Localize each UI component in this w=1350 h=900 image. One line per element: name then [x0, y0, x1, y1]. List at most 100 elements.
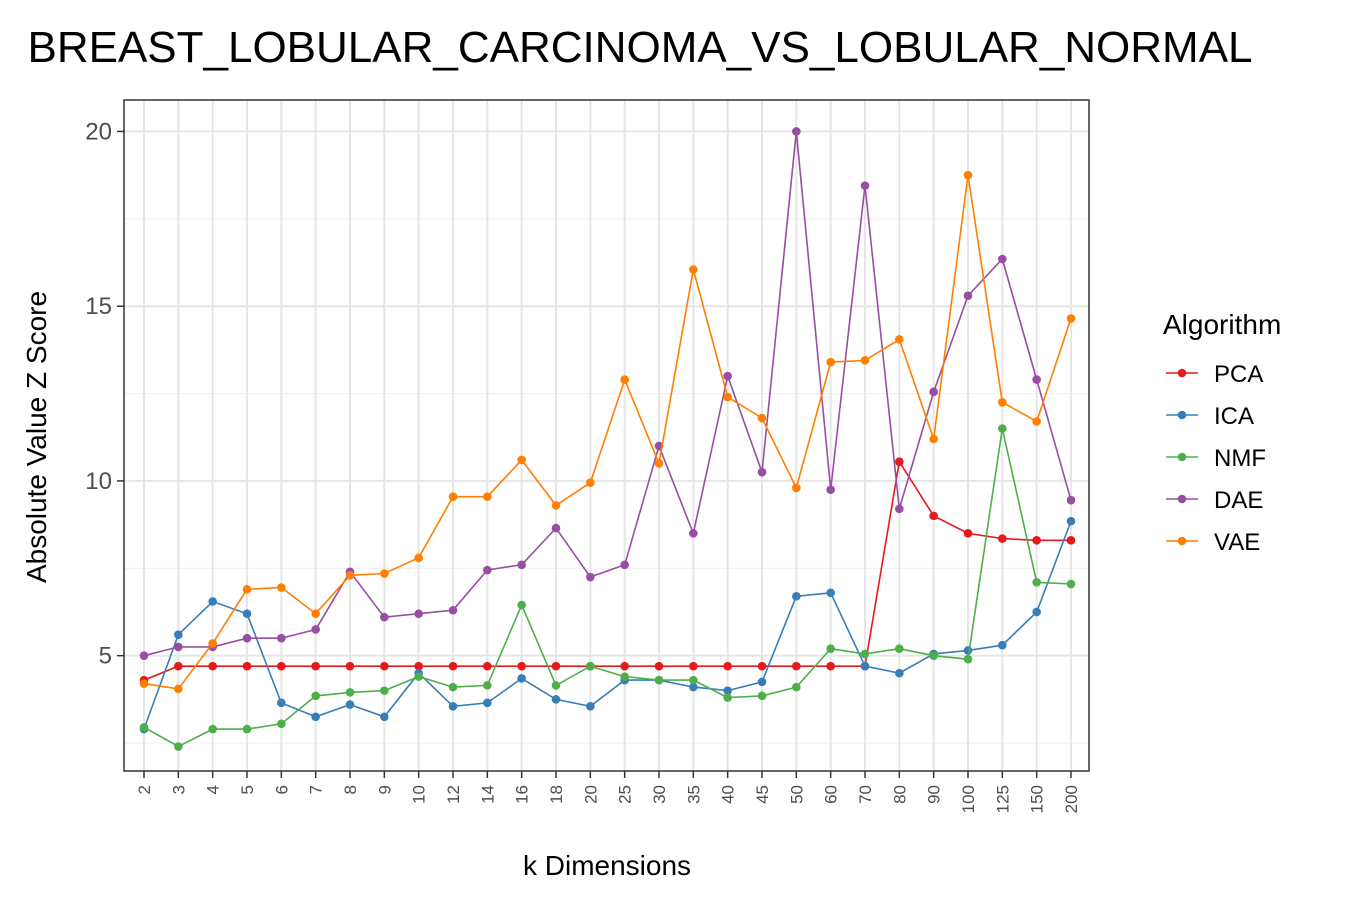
data-point-dae	[689, 529, 698, 538]
legend-title: Algorithm	[1163, 309, 1281, 340]
data-point-dae	[517, 560, 526, 570]
data-point-dae	[998, 254, 1007, 264]
data-point-pca	[792, 661, 801, 671]
legend-label-nmf: NMF	[1214, 445, 1266, 472]
series-ica	[139, 516, 1076, 734]
x-tick-label: 50	[787, 785, 806, 804]
data-point-ica	[895, 668, 904, 678]
x-tick-label: 7	[307, 785, 326, 794]
data-point-dae	[895, 504, 904, 514]
x-tick-label: 14	[478, 785, 497, 804]
data-point-pca	[757, 661, 767, 671]
x-tick-label: 40	[719, 785, 738, 804]
data-point-vae	[242, 584, 252, 594]
data-point-ica	[723, 686, 732, 695]
data-point-dae	[139, 651, 149, 660]
data-point-vae	[345, 570, 355, 580]
series-line-dae	[143, 131, 1072, 657]
data-point-dae	[1066, 495, 1076, 505]
legend-item-pca: PCA	[1166, 361, 1263, 388]
legend-label-ica: ICA	[1214, 403, 1254, 430]
x-tick-label: 60	[822, 785, 841, 804]
data-point-nmf	[1032, 577, 1041, 587]
series-line-ica	[143, 520, 1072, 730]
data-point-pca	[963, 529, 973, 538]
data-point-dae	[929, 387, 938, 397]
data-point-pca	[1066, 536, 1076, 545]
data-point-dae	[414, 609, 423, 619]
data-point-pca	[620, 661, 629, 671]
data-point-vae	[620, 375, 629, 384]
data-point-vae	[586, 478, 595, 487]
data-point-pca	[311, 661, 320, 671]
legend-label-vae: VAE	[1214, 529, 1260, 556]
data-point-dae	[963, 291, 973, 301]
data-point-pca	[1032, 536, 1041, 545]
data-point-pca	[654, 661, 664, 671]
x-tick-label: 45	[753, 785, 772, 804]
data-point-dae	[380, 612, 389, 622]
data-point-pca	[380, 661, 389, 671]
data-point-vae	[792, 483, 801, 493]
data-point-pca	[208, 661, 217, 671]
data-point-vae	[174, 684, 183, 694]
series-line-pca	[143, 459, 1071, 681]
x-tick-label: 35	[684, 785, 703, 804]
series-line-vae	[143, 174, 1072, 690]
series-line-nmf	[143, 428, 1072, 748]
legend-marker-ica	[1177, 410, 1187, 420]
legend-marker-pca	[1177, 368, 1187, 378]
y-axis: 5 10 15 20	[85, 118, 124, 670]
data-point-vae	[277, 583, 286, 592]
x-tick-label: 8	[341, 785, 360, 794]
data-point-pca	[483, 661, 492, 671]
data-point-vae	[208, 639, 217, 648]
data-point-dae	[551, 523, 561, 533]
x-tick-label: 90	[925, 785, 944, 804]
data-point-nmf	[414, 672, 423, 681]
data-point-vae	[517, 455, 526, 465]
data-point-pca	[689, 661, 698, 671]
data-point-vae	[483, 492, 492, 501]
data-point-ica	[380, 712, 389, 722]
data-point-nmf	[586, 661, 595, 671]
data-point-pca	[517, 661, 526, 671]
legend-marker-dae	[1177, 494, 1187, 504]
x-tick-label: 70	[856, 785, 875, 804]
data-point-ica	[483, 698, 492, 708]
data-point-vae	[723, 392, 732, 402]
legend-label-pca: PCA	[1214, 361, 1263, 388]
data-point-ica	[174, 630, 183, 640]
x-tick-label: 25	[616, 785, 635, 804]
data-point-nmf	[277, 719, 286, 729]
data-point-pca	[826, 661, 835, 671]
data-point-vae	[414, 553, 423, 563]
data-point-nmf	[654, 675, 664, 685]
data-point-pca	[345, 661, 355, 671]
data-point-nmf	[208, 724, 217, 734]
x-tick-label: 5	[238, 785, 257, 794]
data-point-nmf	[723, 693, 732, 702]
y-tick-label: 20	[85, 118, 112, 145]
data-point-dae	[792, 127, 801, 136]
data-point-dae	[757, 467, 767, 477]
legend-label-dae: DAE	[1214, 487, 1263, 514]
data-point-vae	[757, 413, 767, 423]
x-tick-label: 100	[959, 785, 978, 813]
data-point-ica	[860, 661, 870, 671]
data-point-dae	[448, 605, 458, 615]
legend-marker-vae	[1177, 536, 1187, 546]
legend-item-vae: VAE	[1166, 529, 1260, 556]
data-point-ica	[689, 682, 698, 692]
data-point-pca	[998, 534, 1007, 543]
data-point-pca	[414, 661, 423, 671]
data-point-vae	[689, 265, 698, 274]
data-point-nmf	[1066, 579, 1076, 589]
data-point-vae	[311, 609, 320, 619]
x-tick-label: 6	[272, 785, 291, 794]
x-tick-label: 2	[135, 785, 154, 794]
data-point-ica	[1066, 516, 1076, 526]
data-point-pca	[448, 661, 458, 671]
x-tick-label: 18	[547, 785, 566, 804]
